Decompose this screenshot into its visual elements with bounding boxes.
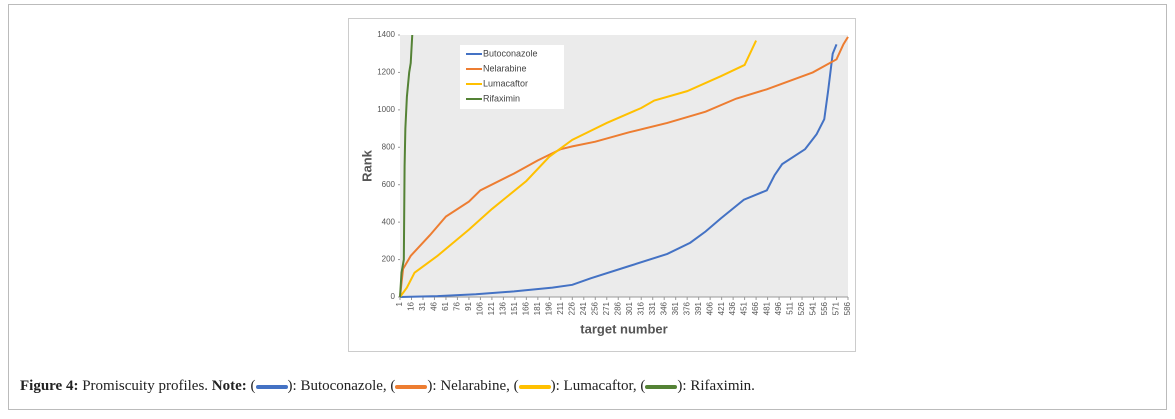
series-line xyxy=(399,34,414,298)
caption-paren: ( xyxy=(513,378,519,394)
x-tick-label: 91 xyxy=(464,301,473,310)
chart-frame xyxy=(348,18,856,352)
x-tick-label: 106 xyxy=(476,301,485,315)
x-tick-label: 166 xyxy=(521,301,530,315)
x-tick-label: 31 xyxy=(418,301,427,310)
x-tick-label: 436 xyxy=(728,301,737,315)
x-tick-label: 271 xyxy=(602,301,611,315)
caption-text: Promiscuity profiles. xyxy=(82,378,209,394)
x-tick-label: 331 xyxy=(648,301,657,315)
caption-item: ): Butoconazole, xyxy=(287,378,387,394)
x-tick-label: 376 xyxy=(682,301,691,315)
x-tick-label: 316 xyxy=(636,301,645,315)
legend-label: Rifaximin xyxy=(483,93,520,103)
y-tick-label: 600 xyxy=(382,180,396,189)
series-line xyxy=(399,43,838,298)
x-tick-label: 451 xyxy=(740,301,749,315)
x-tick-label: 511 xyxy=(786,301,795,314)
y-tick-label: 1400 xyxy=(377,30,395,39)
x-tick-label: 361 xyxy=(671,301,680,315)
x-tick-label: 61 xyxy=(441,301,450,310)
x-axis-label: target number xyxy=(580,321,667,336)
caption-swatch xyxy=(255,384,288,389)
x-tick-label: 211 xyxy=(556,301,565,314)
caption-swatch xyxy=(518,384,551,389)
caption-paren: ( xyxy=(640,378,646,394)
x-tick-label: 526 xyxy=(797,301,806,315)
x-tick-label: 481 xyxy=(763,301,772,315)
x-tick-label: 226 xyxy=(567,301,576,315)
legend-label: Nelarabine xyxy=(483,63,527,73)
x-tick-label: 391 xyxy=(694,301,703,315)
caption-swatch xyxy=(395,384,428,389)
x-tick-label: 496 xyxy=(774,301,783,315)
y-tick-label: 0 xyxy=(391,292,396,301)
figure-frame xyxy=(8,4,1167,410)
legend-label: Lumacaftor xyxy=(483,78,528,88)
x-tick-label: 556 xyxy=(820,301,829,315)
series-line xyxy=(399,36,849,298)
y-axis-label: Rank xyxy=(359,149,374,182)
y-tick-label: 1200 xyxy=(377,68,395,77)
y-tick-label: 400 xyxy=(382,217,396,226)
caption: Figure 4: Promiscuity profiles. Note: ()… xyxy=(20,378,755,395)
x-tick-label: 76 xyxy=(453,301,462,310)
x-tick-label: 571 xyxy=(832,301,841,315)
x-tick-label: 421 xyxy=(717,301,726,315)
x-tick-label: 541 xyxy=(809,301,818,315)
x-tick-label: 181 xyxy=(533,301,542,315)
caption-label: Figure 4: xyxy=(20,378,79,394)
x-tick-label: 136 xyxy=(498,301,507,315)
legend-label: Butoconazole xyxy=(483,48,538,58)
x-tick-label: 406 xyxy=(705,301,714,315)
caption-item: ): Lumacaftor, xyxy=(550,378,637,394)
caption-paren: ( xyxy=(390,378,396,394)
caption-paren: ( xyxy=(250,378,256,394)
x-tick-label: 16 xyxy=(407,301,416,310)
x-tick-label: 241 xyxy=(579,301,588,315)
x-tick-label: 1 xyxy=(395,301,404,306)
x-tick-label: 46 xyxy=(430,301,439,310)
caption-note: Note: xyxy=(211,378,247,394)
series-line xyxy=(399,40,758,298)
x-tick-label: 196 xyxy=(544,301,553,315)
x-tick-label: 256 xyxy=(590,301,599,315)
x-tick-label: 586 xyxy=(843,301,852,315)
x-tick-label: 286 xyxy=(613,301,622,315)
x-tick-label: 121 xyxy=(487,301,496,315)
x-tick-label: 151 xyxy=(510,301,519,315)
x-tick-label: 466 xyxy=(751,301,760,315)
caption-item: ): Nelarabine, xyxy=(427,378,510,394)
caption-swatch xyxy=(645,384,678,389)
caption-item: ): Rifaximin. xyxy=(677,378,755,394)
caption-items: (): Butoconazole, (): Nelarabine, (): Lu… xyxy=(251,378,755,394)
y-tick-label: 1000 xyxy=(377,105,395,114)
x-tick-label: 346 xyxy=(659,301,668,315)
y-tick-label: 200 xyxy=(382,255,396,264)
y-tick-label: 800 xyxy=(382,142,396,151)
x-tick-label: 301 xyxy=(625,301,634,315)
